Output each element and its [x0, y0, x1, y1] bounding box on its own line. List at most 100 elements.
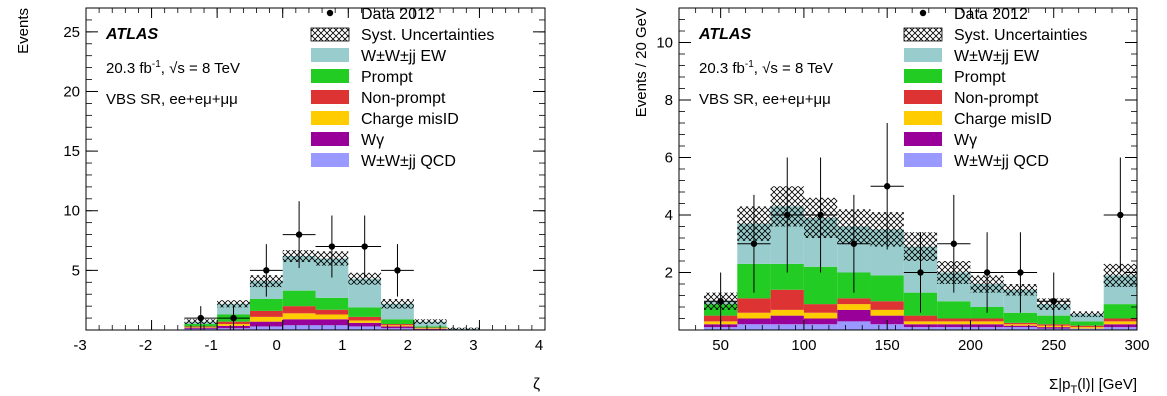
data-point-6: [394, 267, 401, 274]
bar-charge-misid-bin-2: [770, 309, 804, 316]
syst-band-bin-6: [381, 298, 414, 309]
bar-charge-misid-bin-2: [249, 316, 283, 322]
legend-label-5: W±W±jj QCD: [361, 153, 456, 170]
data-point-3: [295, 231, 303, 238]
x-tick-label: 50: [712, 337, 729, 354]
x-axis-label: ζ: [533, 376, 540, 393]
bar-non-prompt-bin-4: [837, 298, 871, 305]
data-point-6: [917, 269, 924, 276]
bar-prompt-bin-12: [1103, 304, 1137, 319]
bar-w-w-jj-qcd-bin-6: [381, 328, 414, 330]
bar-non-prompt-bin-2: [249, 310, 283, 317]
legend-swatch-2: [904, 90, 942, 104]
bar-w--bin-2: [249, 321, 283, 327]
x-tick-label: 250: [1041, 337, 1066, 354]
data-point-10: [1050, 298, 1057, 305]
luminosity-exponent: -1: [745, 59, 754, 70]
y-tick-label: 10: [63, 203, 80, 220]
bar-non-prompt-bin-6: [903, 315, 938, 322]
legend-swatch-0: [904, 48, 942, 62]
bar-charge-misid-bin-3: [282, 313, 316, 320]
bar-w-w-jj-qcd-bin-2: [770, 324, 804, 330]
bar-w-w-jj-ew-bin-11: [1070, 314, 1104, 322]
legend-swatch-5: [311, 153, 349, 167]
x-tick-label: -2: [139, 337, 152, 354]
region-label: VBS SR, ee+eμ+μμ: [106, 91, 238, 108]
bar-non-prompt-bin-3: [282, 306, 316, 314]
bar-non-prompt-bin-1: [737, 298, 771, 313]
bar-w--bin-8: [970, 324, 1004, 328]
energy-label: , √s = 8 TeV: [161, 60, 240, 77]
data-point-11: [1117, 211, 1124, 219]
bar-charge-misid-bin-5: [348, 320, 382, 323]
bar-prompt-bin-4: [315, 297, 349, 310]
x-tick-label: -3: [73, 337, 86, 354]
x-tick-label: 300: [1124, 337, 1149, 354]
bar-charge-misid-bin-4: [837, 304, 871, 310]
plot-frame: [85, 7, 546, 331]
bar-charge-misid-bin-4: [315, 314, 349, 320]
bar-w-w-jj-qcd-bin-3: [282, 325, 316, 330]
bar-non-prompt-bin-4: [315, 309, 349, 315]
data-point-0: [717, 298, 724, 305]
syst-band-bin-12: [1103, 263, 1137, 287]
bar-w--bin-5: [870, 315, 904, 325]
legend-swatch-3: [311, 111, 349, 125]
bar-non-prompt-bin-8: [970, 318, 1004, 322]
bar-w--bin-9: [1003, 325, 1038, 328]
syst-band-bin-7: [413, 319, 447, 325]
data-point-4: [850, 240, 858, 247]
bar-prompt-bin-7: [413, 326, 447, 328]
bar-non-prompt-bin-3: [803, 304, 838, 313]
legend-data-label: Data 2012: [954, 6, 1028, 23]
data-point-2: [784, 211, 791, 219]
x-tick-label: 1: [338, 337, 346, 354]
legend-data-marker: [326, 9, 334, 17]
y-tick-label: 10: [656, 35, 673, 52]
bar-w-w-jj-qcd-bin-11: [1070, 328, 1104, 330]
y-tick-label: 2: [665, 265, 673, 282]
data-point-1: [750, 240, 758, 247]
legend-swatch-4: [904, 132, 942, 146]
syst-band-bin-11: [1070, 311, 1104, 318]
x-axis-label: Σ|pT(l)| [GeV]: [1049, 376, 1137, 396]
data-point-7: [950, 240, 957, 247]
x-axis-label-sub: T: [1071, 384, 1078, 396]
legend-syst-label: Syst. Uncertainties: [361, 27, 494, 44]
legend-syst-swatch: [310, 27, 350, 42]
syst-band-bin-8: [446, 327, 480, 330]
bar-non-prompt-bin-11: [1070, 325, 1104, 328]
x-tick-label: 0: [273, 337, 281, 354]
legend-syst-swatch: [903, 27, 943, 42]
bar-non-prompt-bin-5: [348, 316, 382, 321]
experiment-label: ATLAS: [105, 26, 158, 43]
bar-prompt-bin-5: [348, 307, 382, 317]
x-tick-label: -1: [204, 337, 217, 354]
x-tick-label: 4: [535, 337, 543, 354]
region-label: VBS SR, ee+eμ+μμ: [699, 91, 831, 108]
bar-w--bin-6: [381, 326, 414, 329]
bar-w-w-jj-qcd-bin-8: [970, 327, 1004, 330]
legend-swatch-1: [311, 69, 349, 83]
bar-w--bin-3: [282, 319, 316, 326]
luminosity-label: 20.3 fb-1, √s = 8 TeV: [699, 59, 833, 77]
bar-non-prompt-bin-12: [1103, 318, 1137, 322]
legend-label-2: Non-prompt: [361, 90, 446, 107]
bar-charge-misid-bin-5: [870, 309, 904, 316]
legend-syst-label: Syst. Uncertainties: [954, 27, 1087, 44]
data-point-8: [983, 269, 991, 276]
bar-w-w-jj-qcd-bin-1: [737, 324, 771, 330]
bar-charge-misid-bin-7: [937, 321, 971, 325]
x-tick-label: 3: [469, 337, 477, 354]
bar-charge-misid-bin-1: [737, 312, 771, 319]
bar-charge-misid-bin-9: [1003, 324, 1038, 326]
bar-w--bin-4: [315, 319, 349, 326]
legend-swatch-5: [904, 153, 942, 167]
bar-w--bin-1: [737, 318, 771, 325]
x-axis-label-rest: (l)| [GeV]: [1077, 376, 1137, 393]
bar-w-w-jj-qcd-bin-3: [803, 324, 838, 330]
bar-w-w-jj-qcd-bin-4: [315, 325, 349, 330]
legend-swatch-1: [904, 69, 942, 83]
